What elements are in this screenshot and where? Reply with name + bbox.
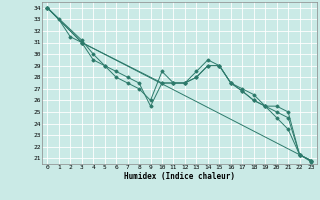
X-axis label: Humidex (Indice chaleur): Humidex (Indice chaleur) <box>124 172 235 181</box>
